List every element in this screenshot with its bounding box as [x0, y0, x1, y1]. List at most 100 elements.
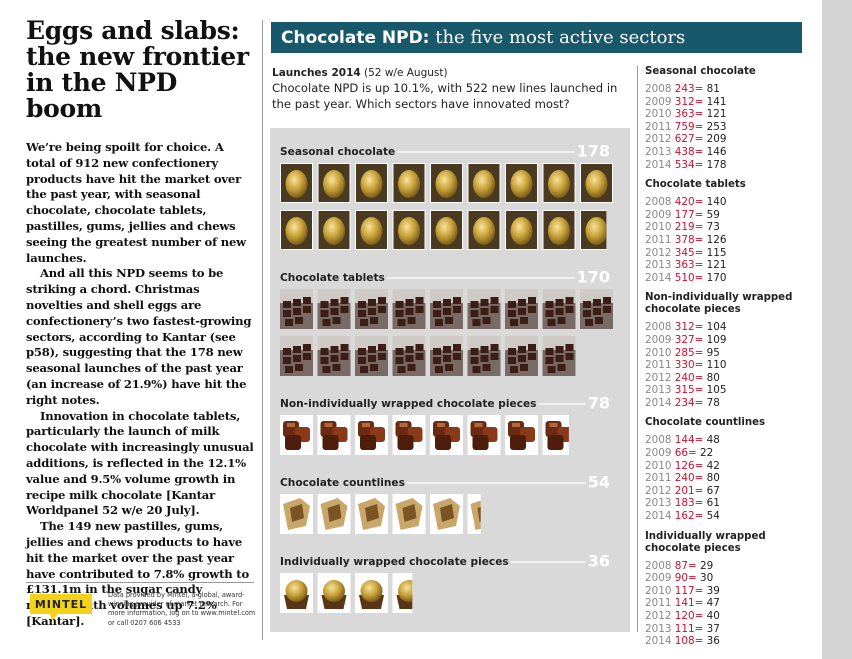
total: 120: [674, 610, 695, 622]
history-row: 2011 378= 126: [645, 234, 805, 247]
logo-text: MINTEL: [35, 598, 87, 611]
value-label: 170: [577, 268, 610, 287]
icon: [542, 163, 576, 203]
year: 2013: [645, 145, 672, 158]
icon: [392, 289, 426, 329]
launches: 141: [706, 95, 727, 108]
separator: =: [694, 484, 704, 497]
launches: 37: [706, 622, 720, 635]
launches: 39: [706, 584, 720, 597]
icon: [580, 163, 613, 203]
launches: 140: [706, 196, 727, 209]
total: 378: [674, 233, 695, 246]
icon-image: [317, 336, 351, 376]
icon: [542, 289, 576, 329]
year: 2009: [645, 208, 672, 221]
total: 330: [674, 359, 695, 372]
year: 2012: [645, 371, 672, 384]
separator: =: [694, 158, 704, 171]
icon-image: [280, 336, 313, 376]
history-row: 2010 285= 95: [645, 347, 805, 360]
separator: =: [694, 271, 704, 284]
launches: 54: [706, 510, 720, 523]
launches: 59: [706, 208, 720, 221]
history-row: 2011 759= 253: [645, 121, 805, 134]
icon-image: [505, 336, 538, 376]
year: 2014: [645, 510, 672, 523]
paragraph: Innovation in chocolate tablets, particu…: [26, 408, 254, 518]
icon: [430, 289, 463, 329]
separator: =: [694, 371, 704, 384]
total: 312: [674, 321, 695, 334]
history-block: Individually wrapped chocolate pieces 200…: [645, 531, 805, 648]
icon: [280, 336, 313, 376]
icon: [392, 163, 426, 203]
icon-image: [317, 573, 351, 613]
icon: [280, 573, 313, 613]
icon-image: [317, 415, 351, 455]
divider: [262, 20, 263, 640]
launches: 253: [706, 120, 727, 133]
year: 2008: [645, 83, 672, 95]
icon: [317, 573, 351, 613]
icon: [430, 210, 463, 250]
chart-title: Chocolate NPD: the five most active sect…: [271, 22, 802, 53]
launches: 146: [706, 145, 727, 158]
icon-image: [430, 163, 463, 203]
launches: 110: [706, 359, 727, 372]
launches: 78: [706, 396, 720, 409]
subtitle: Launches 2014: [272, 67, 361, 79]
icon-image: [355, 415, 388, 455]
separator: =: [694, 259, 704, 272]
year: 2012: [645, 246, 672, 259]
icon: [355, 494, 388, 534]
history-row: 2008 243= 81: [645, 83, 805, 96]
category-label: Individually wrapped chocolate pieces: [280, 556, 509, 568]
intro: Launches 2014 (52 w/e August) Chocolate …: [272, 66, 632, 112]
separator: =: [694, 83, 704, 95]
launches: 22: [700, 447, 714, 460]
history-row: 2012 120= 40: [645, 610, 805, 623]
history-heading: Chocolate countlines: [645, 417, 766, 429]
icon: [280, 210, 313, 250]
year: 2013: [645, 259, 672, 272]
icon-image: [542, 210, 576, 250]
launches: 36: [706, 635, 720, 648]
icon: [317, 210, 351, 250]
icon-image: [467, 415, 501, 455]
icon-image: [280, 573, 313, 613]
icon: [355, 163, 388, 203]
icon-image: [355, 494, 388, 534]
year: 2009: [645, 572, 672, 585]
icon: [392, 210, 426, 250]
icon: [467, 210, 501, 250]
history-row: 2009 90= 30: [645, 572, 805, 585]
year: 2010: [645, 584, 672, 597]
launches: 40: [706, 610, 720, 622]
total: 627: [674, 133, 695, 146]
launches: 61: [706, 497, 720, 510]
chart-panel: Seasonal chocolate 178 Chocolate tablets 17…: [270, 128, 630, 632]
year: 2008: [645, 196, 672, 209]
separator: =: [694, 120, 704, 133]
icon-image: [280, 163, 313, 203]
history-row: 2013 315= 105: [645, 384, 805, 397]
separator: =: [694, 346, 704, 359]
value-label: 36: [588, 552, 610, 571]
year: 2011: [645, 472, 672, 485]
history-row: 2013 438= 146: [645, 146, 805, 159]
launches: 178: [706, 158, 727, 171]
history-row: 2010 363= 121: [645, 108, 805, 121]
history-heading: Seasonal chocolate: [645, 66, 756, 77]
total: 420: [674, 196, 695, 209]
icon: [392, 494, 426, 534]
icon-image: [505, 289, 538, 329]
total: 108: [674, 635, 695, 648]
separator: =: [694, 221, 704, 234]
icon: [505, 336, 538, 376]
total: 66: [674, 447, 688, 460]
separator: =: [688, 559, 697, 572]
category-label: Non-individually wrapped chocolate piece…: [280, 398, 536, 410]
launches: 67: [706, 484, 720, 497]
